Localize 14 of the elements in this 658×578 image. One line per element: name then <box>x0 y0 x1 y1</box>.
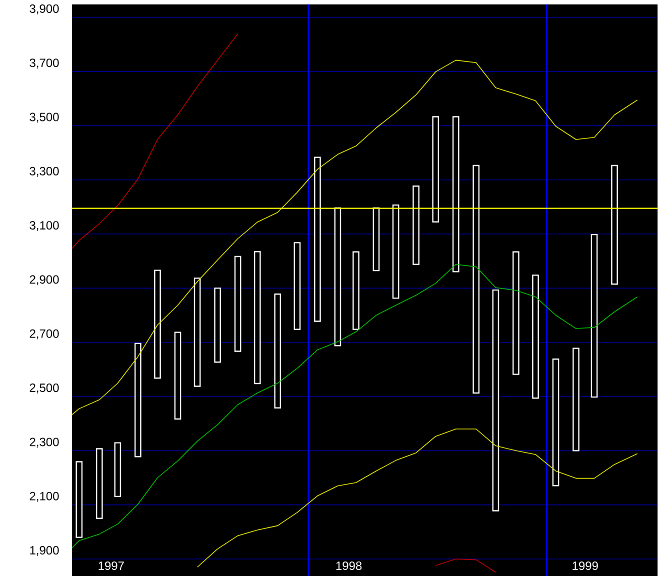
x-tick-label: 1999 <box>572 561 598 570</box>
y-tick-label: 3,100 <box>30 221 59 231</box>
y-tick-label: 3,500 <box>30 112 59 123</box>
y-tick-label: 3,900 <box>30 4 59 14</box>
y-tick-label: 2,100 <box>30 492 59 502</box>
y-tick-label: 2,900 <box>30 275 59 286</box>
y-tick-label: 2,700 <box>30 329 59 340</box>
y-tick-label: 3,700 <box>30 58 59 68</box>
y-tick-label: 2,500 <box>30 384 59 394</box>
y-tick-label: 2,300 <box>30 438 59 448</box>
y-tick-label: 3,300 <box>30 166 59 177</box>
x-tick-label: 1997 <box>98 561 124 570</box>
y-tick-label: 1,900 <box>30 546 59 556</box>
x-tick-label: 1998 <box>336 561 362 570</box>
